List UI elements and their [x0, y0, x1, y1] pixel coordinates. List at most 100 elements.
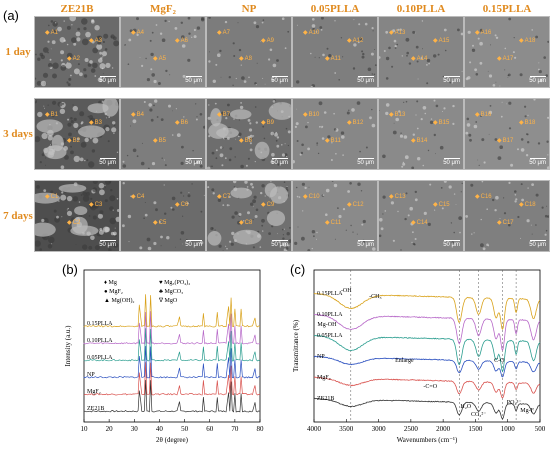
point-tag: A8	[239, 55, 252, 62]
scale-bar: 50 μm	[271, 78, 288, 84]
point-tag: C3	[89, 201, 103, 208]
x-tick-label: 2500	[404, 425, 419, 433]
point-tag: C13	[389, 193, 406, 200]
point-tag: C4	[131, 193, 145, 200]
row-header-2: 7 days	[3, 210, 33, 222]
annotation-9: Mg-F	[520, 408, 534, 414]
series-line-1	[313, 376, 541, 399]
point-tag: C7	[217, 193, 231, 200]
sem-tile-1-2: 50 μm B7 B8 B9	[206, 98, 292, 170]
series-label-4: 0.10PLLA	[87, 338, 113, 344]
series-line-0	[313, 397, 540, 420]
point-tag: A7	[217, 29, 230, 36]
annotation-6: H₂O	[460, 404, 471, 410]
point-tag: A16	[475, 29, 492, 36]
scale-bar: 50 μm	[185, 160, 202, 166]
x-tick-label: 3500	[339, 425, 354, 433]
point-tag: A10	[303, 29, 320, 36]
point-tag: C16	[475, 193, 492, 200]
x-axis-label: Wavenumbers (cm⁻¹)	[397, 436, 458, 444]
annotation-3: Enlarge	[395, 358, 414, 364]
point-tag: C15	[433, 201, 450, 208]
sem-tile-0-1: 50 μm A4 A5 A6	[120, 16, 206, 88]
point-tag: A6	[175, 37, 188, 44]
x-tick-label: 4000	[307, 425, 322, 433]
point-tag: B9	[261, 119, 274, 126]
panel-a-label: (a)	[3, 8, 19, 23]
sem-tile-2-4: 50 μm C13 C14 C15	[378, 180, 464, 252]
point-tag: A5	[153, 55, 166, 62]
x-tick-label: 50	[181, 425, 189, 433]
point-tag: B6	[175, 119, 188, 126]
legend-entry-3: ♥ Mg₃(PO₄)₂	[159, 279, 190, 286]
sem-tile-2-1: 50 μm C4 C5 C6	[120, 180, 206, 252]
scale-bar: 50 μm	[185, 242, 202, 248]
legend-entry-4: ♣ MgCO₃	[159, 289, 183, 295]
column-header-5: 0.15PLLA	[482, 3, 532, 15]
sem-tile-1-5: 50 μm B16 B17 B18	[464, 98, 550, 170]
scale-bar: 50 μm	[357, 160, 374, 166]
sem-tile-0-4: 50 μm A13 A14 A15	[378, 16, 464, 88]
annotation-7: CO₃²⁻	[471, 412, 486, 418]
panel-c-label: (c)	[290, 262, 306, 277]
scale-bar: 50 μm	[271, 160, 288, 166]
sem-tile-0-2: 50 μm A7 A8 A9	[206, 16, 292, 88]
series-label-5: 0.15PLLA	[87, 321, 113, 327]
scale-bar: 50 μm	[357, 78, 374, 84]
sem-tile-1-3: 50 μm B10 B11 B12	[292, 98, 378, 170]
series-line-5	[313, 292, 541, 331]
series-line-2	[83, 345, 261, 379]
series-line-2	[313, 355, 541, 378]
point-tag: A4	[131, 29, 144, 36]
series-line-1	[83, 362, 261, 396]
sem-tile-1-1: 50 μm B4 B5 B6	[120, 98, 206, 170]
series-line-3	[83, 328, 261, 362]
x-tick-label: 20	[106, 425, 114, 433]
annotation-1: -CH₃	[369, 294, 381, 300]
series-label-2: NP	[87, 372, 95, 378]
annotation-2: Mg-OH	[317, 322, 337, 328]
annotation-4: -C=O	[423, 384, 437, 390]
x-tick-label: 30	[131, 425, 139, 433]
point-tag: B16	[475, 111, 492, 118]
x-axis-label: 2θ (degree)	[156, 436, 189, 444]
series-label-5: 0.15PLLA	[317, 291, 343, 297]
plot-frame	[313, 269, 541, 423]
point-tag: B15	[433, 119, 450, 126]
scale-bar: 50 μm	[443, 242, 460, 248]
sem-tile-0-3: 50 μm A10 A11 A12	[292, 16, 378, 88]
y-axis-label: Intensity (a.u.)	[64, 325, 72, 367]
scale-bar: 50 μm	[99, 78, 116, 84]
point-tag: A17	[497, 55, 514, 62]
point-tag: A12	[347, 37, 364, 44]
point-tag: C5	[153, 219, 167, 226]
row-header-1: 3 days	[3, 128, 33, 140]
point-tag: A15	[433, 37, 450, 44]
scale-bar: 50 μm	[271, 242, 288, 248]
point-tag: A14	[411, 55, 428, 62]
point-tag: B3	[89, 119, 102, 126]
scale-bar: 50 μm	[529, 242, 546, 248]
x-tick-label: 1500	[468, 425, 483, 433]
point-tag: B7	[217, 111, 230, 118]
point-tag: A11	[325, 55, 341, 62]
scale-bar: 50 μm	[529, 78, 546, 84]
series-label-0: ZE21B	[87, 406, 104, 412]
x-tick-label: 80	[257, 425, 265, 433]
legend-entry-5: ∇ MgO	[158, 297, 178, 304]
plot-frame	[83, 269, 261, 423]
sem-tile-0-0: 50 μm A1 A2 A3	[34, 16, 120, 88]
x-tick-label: 60	[206, 425, 214, 433]
point-tag: B18	[519, 119, 536, 126]
x-tick-label: 3000	[372, 425, 387, 433]
point-tag: C18	[519, 201, 536, 208]
point-tag: C11	[325, 219, 342, 226]
sem-tile-2-3: 50 μm C10 C11 C12	[292, 180, 378, 252]
series-line-5	[83, 294, 261, 328]
point-tag: B5	[153, 137, 166, 144]
point-tag: B17	[497, 137, 514, 144]
xrd-chart: 10 20 30 40 50 60 70 80 2θ (degree) Intensity (a.…	[64, 269, 265, 444]
point-tag: C2	[67, 219, 81, 226]
x-tick-label: 70	[231, 425, 239, 433]
ftir-chart: 4000 3500 3000 2500 2000 1500 1000 500 Wavenumbe…	[292, 269, 546, 444]
